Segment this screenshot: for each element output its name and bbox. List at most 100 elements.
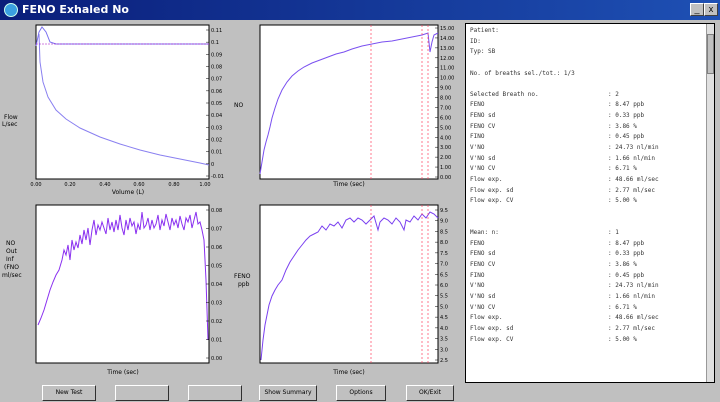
- new-test-button[interactable]: New Test: [42, 385, 96, 401]
- no_top-ytick: 12.00: [440, 56, 454, 62]
- report-value: : 24.73 nl/min: [608, 282, 659, 290]
- mouth-ylabel-line: Inf: [6, 256, 15, 263]
- flow-xtick: 0.60: [133, 182, 144, 188]
- mouth-ytick: 0.05: [211, 264, 222, 270]
- flow-ytick: 0.03: [211, 125, 222, 131]
- report-line: Selected Breath no.: 2: [470, 90, 706, 101]
- feno-ytick: 5.5: [440, 294, 448, 300]
- close-button[interactable]: x: [704, 3, 718, 16]
- scroll-thumb[interactable]: [707, 34, 714, 74]
- flow-ytick: 0.1: [211, 40, 219, 46]
- report-line: [470, 218, 706, 229]
- report-line: ID:: [470, 37, 706, 48]
- print-button[interactable]: Print: [115, 385, 169, 401]
- flow-xtick: 0.20: [64, 182, 75, 188]
- report-scrollbar[interactable]: [706, 24, 714, 382]
- mouth-curve: [37, 211, 209, 341]
- no_top-ytick: 2.00: [440, 155, 451, 161]
- report-line: FENO sd: 0.33 ppb: [470, 111, 706, 122]
- feno-ytick: 4.5: [440, 315, 448, 321]
- report-line: FINO: 0.45 ppb: [470, 132, 706, 143]
- feno-ylabel-2: ppb: [238, 281, 250, 288]
- feno-ytick: 7.0: [440, 262, 448, 268]
- report-label: FENO CV: [470, 261, 496, 269]
- report-textbox[interactable]: Patient: ID: Typ: SB No. of breaths sel./to…: [465, 23, 715, 383]
- options-button[interactable]: Options: [336, 385, 386, 401]
- report-label: Typ: SB: [470, 48, 496, 56]
- report-line: Flow exp.: 48.66 ml/sec: [470, 175, 706, 186]
- report-line: Flow exp. CV: 5.00 %: [470, 335, 706, 346]
- flow-ytick: 0.07: [211, 77, 222, 83]
- feno-ytick: 4.0: [440, 326, 448, 332]
- no_top-ytick: 10.00: [440, 76, 454, 82]
- report-label: Flow exp. CV: [470, 197, 514, 205]
- report-value: : 2.77 ml/sec: [608, 324, 655, 332]
- report-label: V'NO: [470, 144, 485, 152]
- report-value: : 8.47 ppb: [608, 101, 645, 109]
- report-value: : 0.33 ppb: [608, 112, 645, 120]
- mouth-ytick: 0.08: [211, 208, 222, 214]
- report-line: [470, 58, 706, 69]
- flow-ytick: 0.11: [211, 28, 222, 34]
- no_top-ytick: 6.00: [440, 115, 451, 121]
- report-label: V'NO sd: [470, 293, 496, 301]
- show-summary-button[interactable]: Show Summary: [259, 385, 317, 401]
- mouth-yticks: 0.08 0.07 0.06 0.05 0.04 0.03 0.02 0.01 0.00: [206, 208, 222, 362]
- report-line: FENO: 8.47 ppb: [470, 239, 706, 250]
- feno-ytick: 8.5: [440, 229, 448, 235]
- report-line: Flow exp. sd: 2.77 ml/sec: [470, 186, 706, 197]
- flow-ytick: -0.01: [211, 174, 224, 180]
- flow-xticks: 0.00 0.20 0.40 0.60 0.80 1.00: [30, 182, 210, 188]
- report-label: Flow exp. sd: [470, 324, 514, 332]
- app-icon: [4, 3, 18, 17]
- report-label: FENO: [470, 239, 485, 247]
- mouth-ytick: 0.06: [211, 245, 222, 251]
- report-label: Flow exp.: [470, 314, 503, 322]
- no_top-ytick: 7.00: [440, 105, 451, 111]
- report-line: Flow exp. CV: 5.00 %: [470, 196, 706, 207]
- report-label: ID:: [470, 37, 481, 45]
- report-line: Mean: n:: 1: [470, 228, 706, 239]
- report-value: : 3.86 %: [608, 261, 637, 269]
- no-yticks: 15.00 14.00 13.00 12.00 11.00 10.00 9.00 8.00 7.…: [435, 26, 454, 181]
- feno-plot-area: [259, 204, 439, 364]
- report-line: FENO CV : 3.86 %: [470, 260, 706, 271]
- flow-yticks: 0.11 0.1 0.09 0.08 0.07 0.06 0.05 0.04 0.03 0.02 0…: [206, 28, 224, 180]
- no-xlabel: Time (sec): [332, 181, 364, 188]
- no-output-chart: NO Out Inf (FNO ml/sec Time (sec) 0.08 0.…: [0, 200, 232, 380]
- flow-ytick: 0.04: [211, 113, 222, 119]
- report-label: Patient:: [470, 27, 499, 34]
- report-line: FINO: 0.45 ppb: [470, 271, 706, 282]
- flow-ytick: 0.01: [211, 150, 222, 156]
- mouth-ylabel-line: ml/sec: [2, 272, 22, 279]
- flow-xlabel: Volume (L): [112, 189, 144, 196]
- feno-ytick: 3.0: [440, 347, 448, 353]
- no_top-ytick: 13.00: [440, 46, 454, 52]
- report-value: : 1.66 nl/min: [608, 293, 655, 301]
- report-value: : 48.66 ml/sec: [608, 314, 659, 322]
- report-line: No. of breaths sel./tot.: 1/3: [470, 69, 706, 80]
- no-curves: [259, 25, 439, 179]
- report-label: No. of breaths sel./tot.: 1/3: [470, 69, 575, 77]
- report-label: FENO: [470, 101, 485, 109]
- feno-ylabel-1: FENO: [234, 273, 251, 280]
- flow-xtick: 0.00: [30, 182, 41, 188]
- report-line: Patient:: [470, 26, 706, 37]
- no_top-ytick: 1.00: [440, 165, 451, 171]
- no_top-ytick: 0.00: [440, 175, 451, 181]
- report-lines: Patient: ID: Typ: SB No. of breaths sel./to…: [470, 26, 706, 345]
- ok-exit-button[interactable]: OK/Exit: [406, 385, 454, 401]
- feno-xlabel: Time (sec): [332, 369, 364, 376]
- report-value: : 6.71 %: [608, 165, 637, 173]
- report-label: V'NO CV: [470, 303, 496, 311]
- report-label: Selected Breath no.: [470, 90, 539, 98]
- no_top-ytick: 5.00: [440, 125, 451, 131]
- minimize-button[interactable]: _: [690, 3, 704, 16]
- title-bar[interactable]: FENO Exhaled No _ x: [0, 0, 720, 20]
- mouth-ytick: 0.00: [211, 356, 222, 362]
- flow-curves: [35, 26, 210, 166]
- report-value: : 0.45 ppb: [608, 133, 645, 141]
- feno-ytick: 2.5: [440, 358, 448, 364]
- store-button[interactable]: Store: [188, 385, 242, 401]
